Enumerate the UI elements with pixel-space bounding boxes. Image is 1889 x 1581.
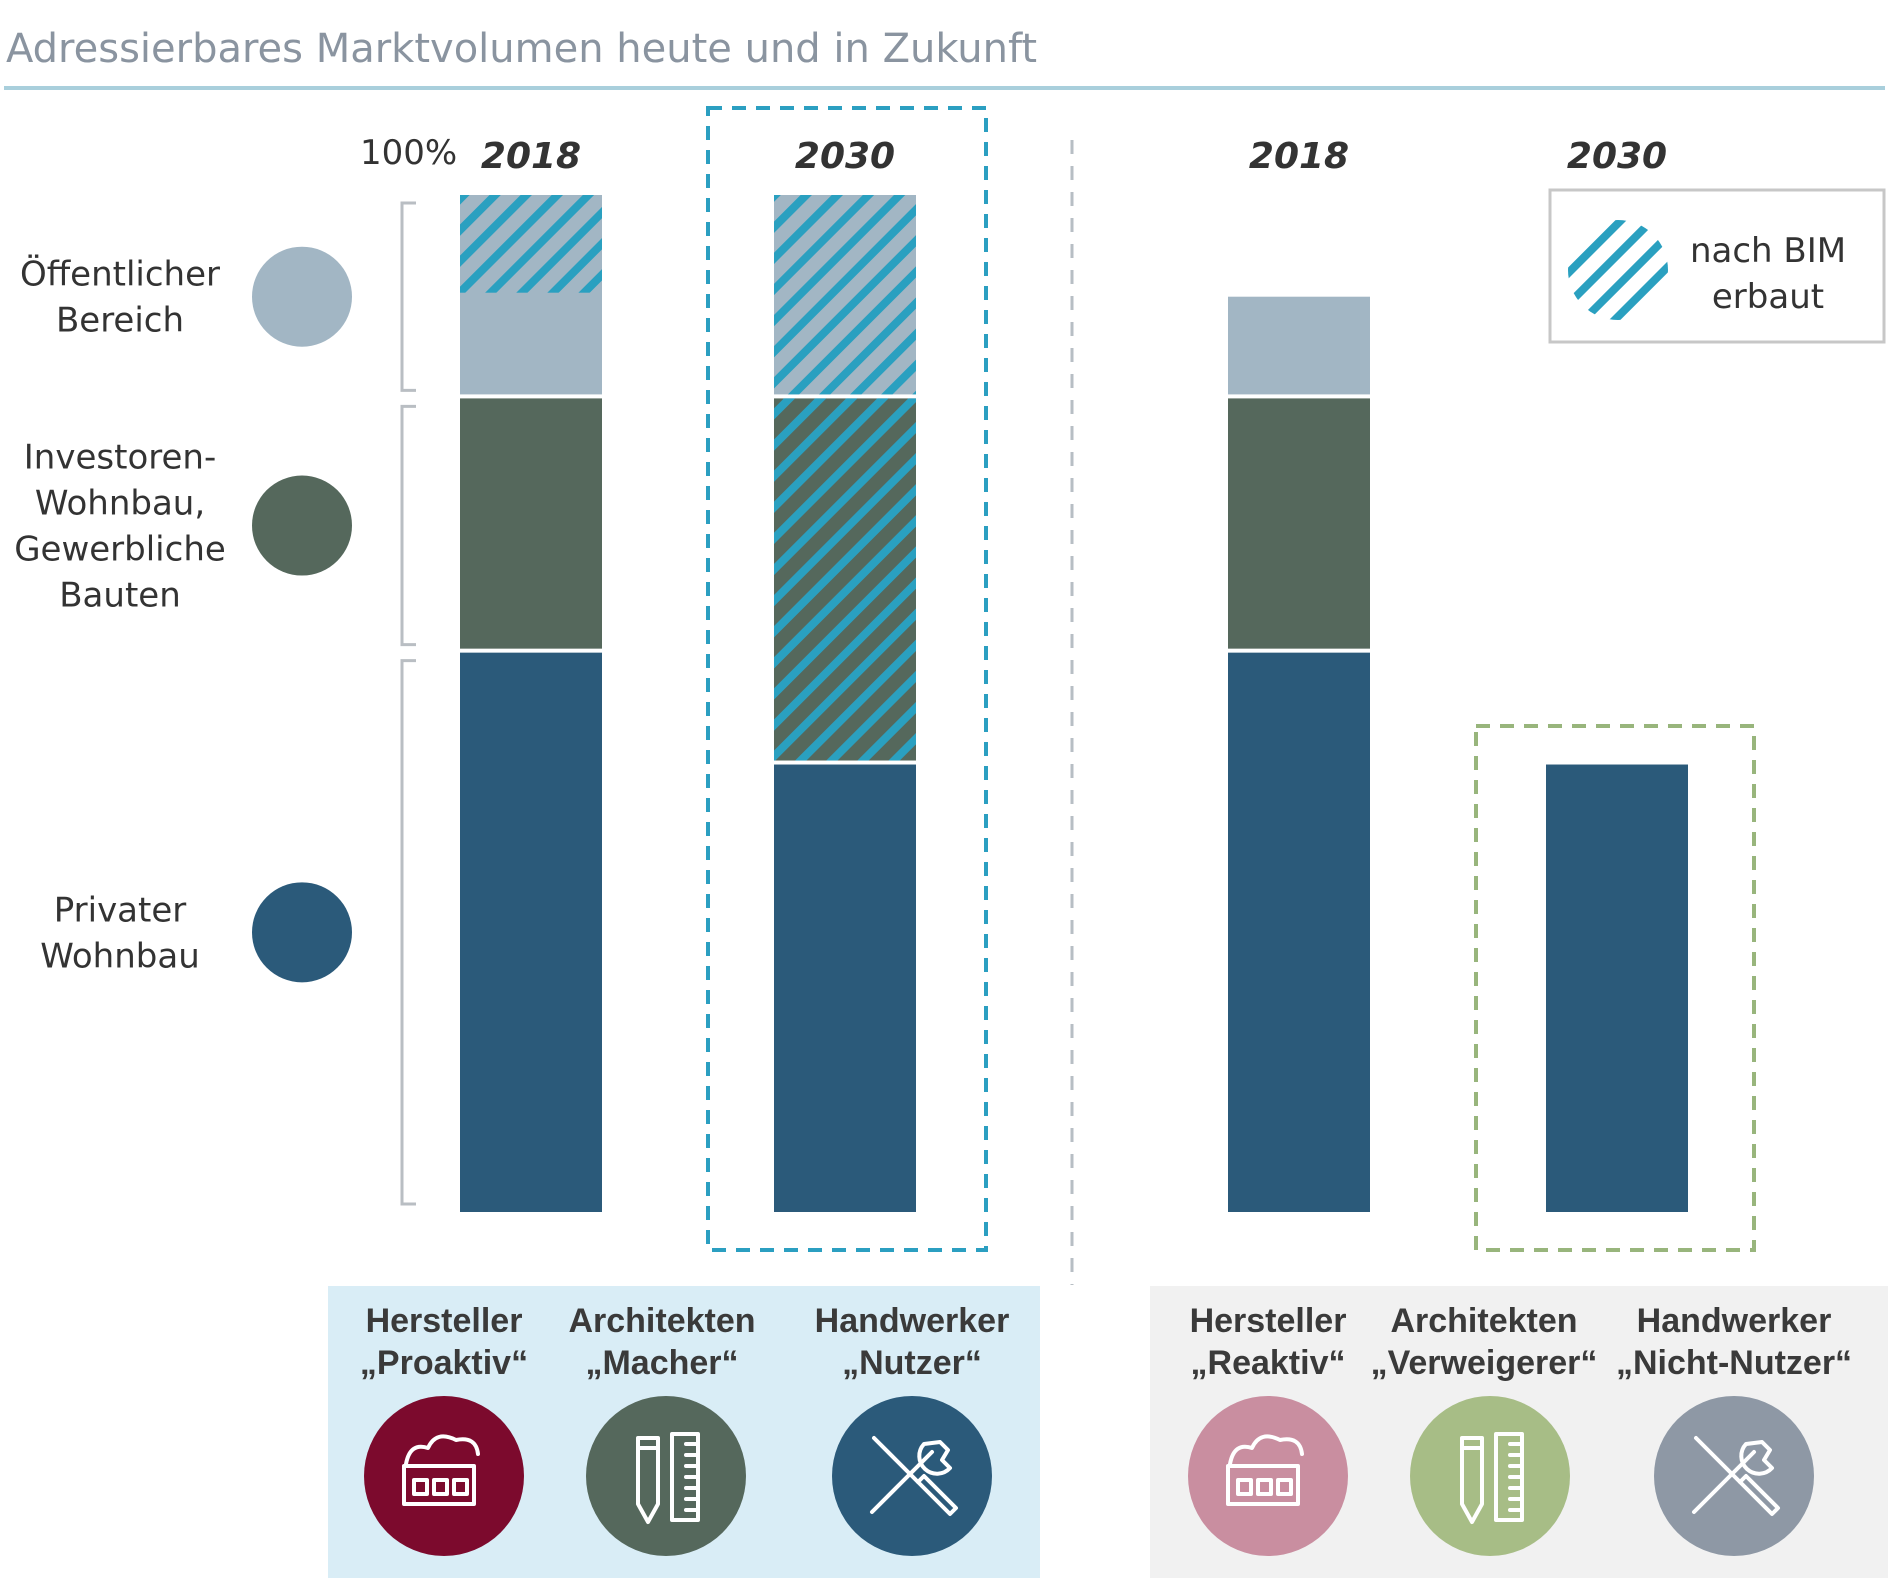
actor-label-2-2-line-2: „Verweigerer“ — [1371, 1344, 1598, 1382]
brace-investoren-wohnbau-gewerbliche-bauten — [400, 404, 416, 647]
bar-oeffentlicher-bereich-3 — [1228, 296, 1370, 395]
row-label-privater-wohnbau-line-1: Privater — [54, 890, 187, 930]
actor-badge-2-1 — [1188, 1396, 1348, 1556]
highlight-frame-2030-bim — [706, 106, 988, 1252]
row-label-investoren-wohnbau-gewerbliche-bauten-line-2: Wohnbau, — [35, 484, 205, 524]
row-labels: Öffentlicher Bereich Investoren- Wohnbau, Ge… — [14, 201, 416, 1206]
row-label-investoren-wohnbau-gewerbliche-bauten-line-4: Bauten — [59, 576, 181, 616]
actor-label-2-3-line-1: Handwerker — [1637, 1302, 1832, 1340]
actor-label-2-1-line-2: „Reaktiv“ — [1191, 1344, 1346, 1382]
category-labels: 2018 2030 2018 2030 — [481, 136, 1667, 177]
bar-privater-wohnbau-4 — [1546, 764, 1688, 1212]
actor-badge-2-2 — [1410, 1396, 1570, 1556]
bim-hatch-investoren-wohnbau-gewerbliche-bauten-2 — [774, 398, 916, 761]
bar-privater-wohnbau-1 — [460, 652, 602, 1212]
category-label-2: 2030 — [795, 136, 895, 177]
hatch-legend: nach BIM erbaut — [1548, 188, 1886, 344]
actor-label-1-1-line-1: Hersteller — [366, 1302, 523, 1340]
pencil-ruler-icon — [636, 1432, 700, 1524]
actor-label-2-2-line-1: Architekten — [1390, 1302, 1577, 1340]
category-label-3: 2018 — [1249, 136, 1349, 177]
bim-hatch-oeffentlicher-bereich-2 — [774, 195, 916, 395]
bar-investoren-wohnbau-gewerbliche-bauten-1 — [460, 398, 602, 649]
actor-label-1-1-line-2: „Proaktiv“ — [360, 1344, 528, 1382]
factory-icon — [1226, 1434, 1304, 1506]
bar-privater-wohnbau-3 — [1228, 652, 1370, 1212]
legend-label-line-2: erbaut — [1712, 277, 1824, 317]
highlight-frame-2030-non-bim — [1474, 724, 1756, 1252]
tools-icon — [870, 1436, 958, 1516]
actor-label-2-1-line-1: Hersteller — [1190, 1302, 1347, 1340]
tools-icon — [1692, 1436, 1780, 1516]
legend-label-line-1: nach BIM — [1690, 231, 1846, 271]
row-label-privater-wohnbau-line-2: Wohnbau — [40, 936, 200, 976]
bim-hatch-oeffentlicher-bereich-1 — [460, 195, 602, 293]
swatch-oeffentlicher-bereich — [252, 246, 352, 347]
swatch-privater-wohnbau — [252, 882, 352, 983]
y-axis-label: 100% — [360, 133, 457, 173]
pencil-ruler-icon — [1460, 1432, 1524, 1524]
bar-privater-wohnbau-2 — [774, 764, 916, 1212]
factory-icon — [402, 1434, 480, 1506]
brace-privater-wohnbau — [400, 659, 416, 1206]
brace-oeffentlicher-bereich — [400, 201, 416, 392]
category-label-1: 2018 — [481, 136, 581, 177]
row-label-investoren-wohnbau-gewerbliche-bauten-line-1: Investoren- — [24, 438, 216, 478]
swatch-investoren-wohnbau-gewerbliche-bauten — [252, 475, 352, 576]
bar-investoren-wohnbau-gewerbliche-bauten-3 — [1228, 398, 1370, 649]
actor-badge-1-2 — [586, 1396, 746, 1556]
actors: Hersteller „Proaktiv“ Architekten „Macher“ H… — [360, 1302, 1852, 1556]
actor-label-1-3-line-1: Handwerker — [815, 1302, 1010, 1340]
legend-hatch-swatch — [1568, 220, 1668, 320]
actor-badge-1-1 — [364, 1396, 524, 1556]
category-label-4: 2030 — [1567, 136, 1667, 177]
actor-label-1-2-line-1: Architekten — [568, 1302, 755, 1340]
chart-title: Adressierbares Marktvolumen heute und in… — [6, 26, 1037, 72]
row-label-oeffentlicher-bereich-line-2: Bereich — [56, 301, 184, 341]
actor-label-1-3-line-2: „Nutzer“ — [842, 1344, 982, 1382]
bars — [460, 195, 1688, 1212]
row-label-investoren-wohnbau-gewerbliche-bauten-line-3: Gewerbliche — [14, 530, 226, 570]
row-label-oeffentlicher-bereich-line-1: Öffentlicher — [20, 254, 220, 295]
actor-label-1-2-line-2: „Macher“ — [585, 1344, 738, 1382]
actor-label-2-3-line-2: „Nicht-Nutzer“ — [1616, 1344, 1852, 1382]
